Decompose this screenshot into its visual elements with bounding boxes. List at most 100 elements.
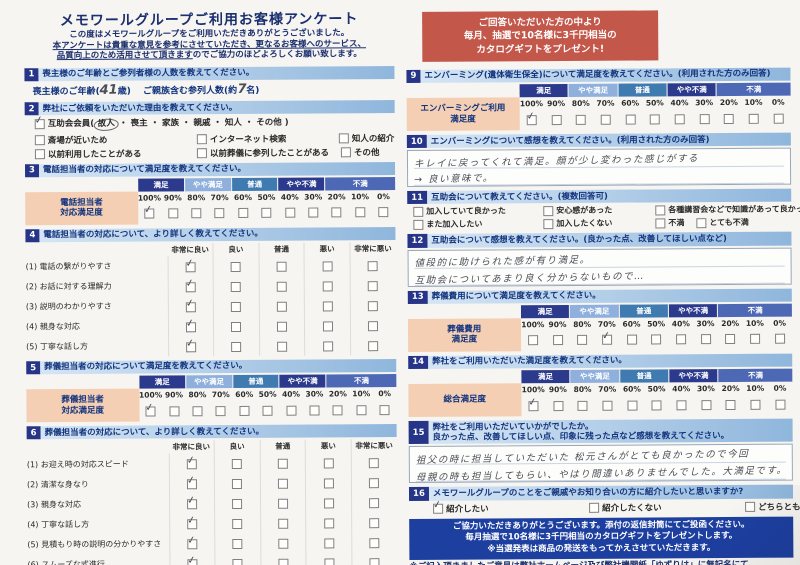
checkbox[interactable] <box>284 207 295 218</box>
checkbox[interactable] <box>276 321 288 332</box>
checkbox[interactable] <box>577 400 588 411</box>
checkbox[interactable] <box>369 498 380 509</box>
checkbox[interactable] <box>543 219 554 230</box>
checkbox[interactable] <box>323 518 334 529</box>
checkbox[interactable] <box>700 399 712 410</box>
checkbox[interactable] <box>323 458 334 469</box>
checkbox[interactable] <box>276 261 287 272</box>
checkbox-checked[interactable] <box>526 114 537 125</box>
checkbox[interactable] <box>215 405 226 416</box>
checkbox[interactable] <box>232 479 243 490</box>
checkbox[interactable] <box>231 321 242 333</box>
checkbox-checked[interactable] <box>185 282 196 293</box>
checkbox-checked[interactable] <box>34 119 45 130</box>
checkbox[interactable] <box>749 334 760 345</box>
checkbox[interactable] <box>413 219 424 230</box>
checkbox[interactable] <box>196 133 207 144</box>
checkbox[interactable] <box>331 207 342 218</box>
checkbox-checked[interactable] <box>185 342 196 353</box>
checkbox[interactable] <box>214 208 225 219</box>
checkbox[interactable] <box>750 399 761 410</box>
checkbox[interactable] <box>700 334 711 345</box>
checkbox[interactable] <box>748 113 759 124</box>
checkbox[interactable] <box>369 538 380 549</box>
checkbox[interactable] <box>725 334 736 345</box>
checkbox[interactable] <box>323 498 334 509</box>
checkbox-checked[interactable] <box>187 539 198 550</box>
checkbox[interactable] <box>600 114 611 125</box>
checkbox[interactable] <box>232 539 243 550</box>
checkbox[interactable] <box>169 406 180 417</box>
checkbox[interactable] <box>309 405 320 416</box>
checkbox[interactable] <box>191 208 202 219</box>
checkbox-checked[interactable] <box>186 479 197 490</box>
checkbox[interactable] <box>278 519 289 530</box>
checkbox[interactable] <box>322 301 333 312</box>
checkbox[interactable] <box>379 404 390 415</box>
checkbox[interactable] <box>278 559 289 565</box>
checkbox[interactable] <box>413 206 424 217</box>
checkbox[interactable] <box>552 335 563 346</box>
checkbox[interactable] <box>745 501 756 512</box>
checkbox[interactable] <box>651 399 662 410</box>
checkbox[interactable] <box>575 114 586 125</box>
checkbox[interactable] <box>322 321 333 332</box>
checkbox[interactable] <box>340 146 351 157</box>
checkbox[interactable] <box>262 405 273 416</box>
checkbox[interactable] <box>625 114 636 125</box>
checkbox[interactable] <box>368 281 379 292</box>
checkbox-checked[interactable] <box>185 322 196 333</box>
checkbox[interactable] <box>192 405 203 416</box>
checkbox-checked[interactable] <box>186 519 198 530</box>
checkbox[interactable] <box>589 502 600 513</box>
checkbox[interactable] <box>356 404 367 415</box>
checkbox[interactable] <box>338 132 349 143</box>
checkbox[interactable] <box>355 207 366 218</box>
checkbox[interactable] <box>774 333 785 345</box>
checkbox[interactable] <box>232 519 243 530</box>
checkbox[interactable] <box>323 538 334 549</box>
checkbox[interactable] <box>552 400 564 411</box>
checkbox[interactable] <box>674 113 685 124</box>
checkbox[interactable] <box>775 399 786 410</box>
checkbox[interactable] <box>167 208 178 219</box>
checkbox[interactable] <box>368 321 379 332</box>
checkbox-checked[interactable] <box>601 335 612 346</box>
checkbox[interactable] <box>369 458 380 469</box>
answer-box[interactable]: キレイに戻ってくれて満足。顔が少し変わった感じがする → 良い意味で。 <box>406 147 792 188</box>
checkbox[interactable] <box>551 114 562 125</box>
checkbox[interactable] <box>278 539 289 550</box>
checkbox[interactable] <box>231 281 242 293</box>
checkbox[interactable] <box>231 341 242 353</box>
checkbox[interactable] <box>649 113 660 125</box>
checkbox[interactable] <box>322 341 333 352</box>
checkbox[interactable] <box>323 478 334 489</box>
checkbox-checked[interactable] <box>185 302 196 313</box>
checkbox[interactable] <box>626 400 638 411</box>
checkbox[interactable] <box>238 208 249 219</box>
checkbox[interactable] <box>369 478 380 489</box>
answer-box[interactable]: 祖父の時に担当していただいた 松元さんがとても良かったので今回 母親の時も担当して… <box>408 443 793 484</box>
checkbox-checked[interactable] <box>186 459 197 470</box>
checkbox-checked[interactable] <box>185 262 196 273</box>
checkbox[interactable] <box>676 399 687 410</box>
checkbox[interactable] <box>276 281 287 292</box>
checkbox[interactable] <box>655 218 666 229</box>
checkbox-checked[interactable] <box>186 499 197 510</box>
checkbox[interactable] <box>369 558 380 565</box>
checkbox-checked[interactable] <box>528 400 539 411</box>
checkbox[interactable] <box>651 334 662 345</box>
checkbox[interactable] <box>322 261 333 272</box>
checkbox[interactable] <box>577 335 588 346</box>
checkbox[interactable] <box>675 334 686 345</box>
checkbox[interactable] <box>725 399 736 410</box>
checkbox[interactable] <box>723 113 734 124</box>
checkbox[interactable] <box>277 459 288 470</box>
checkbox[interactable] <box>368 341 379 352</box>
checkbox[interactable] <box>602 400 613 411</box>
checkbox[interactable] <box>232 459 243 470</box>
checkbox[interactable] <box>286 405 297 416</box>
checkbox[interactable] <box>322 281 333 292</box>
checkbox-checked[interactable] <box>187 559 198 565</box>
checkbox[interactable] <box>261 208 272 219</box>
